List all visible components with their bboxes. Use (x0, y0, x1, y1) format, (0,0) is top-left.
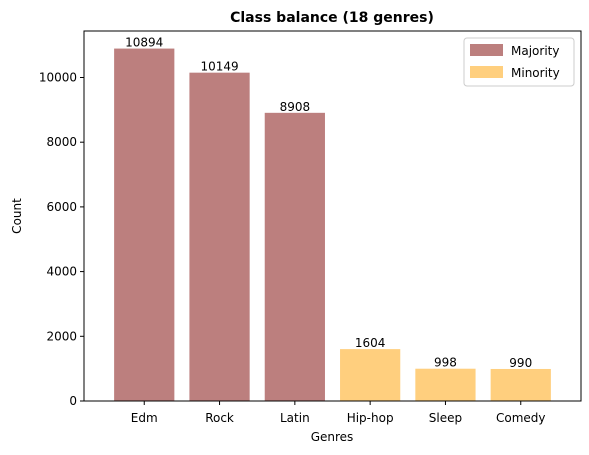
y-tick-label-10000: 10000 (39, 70, 77, 84)
x-axis-label: Genres (311, 430, 354, 444)
data-label-edm: 10894 (125, 36, 163, 50)
x-tick-label-hip-hop: Hip-hop (347, 411, 394, 425)
y-tick-label-4000: 4000 (46, 265, 77, 279)
data-label-latin: 8908 (280, 100, 311, 114)
data-label-rock: 10149 (200, 60, 238, 74)
legend: Majority Minority (463, 37, 575, 87)
axes-frame (83, 30, 582, 402)
y-tick-label-2000: 2000 (46, 329, 77, 343)
bar-edm (114, 48, 175, 401)
bar-hip-hop (340, 349, 401, 401)
chart-title: Class balance (18 genres) (230, 10, 434, 26)
bar-rock (189, 72, 250, 402)
x-tick-label-edm: Edm (131, 411, 158, 425)
data-label-hip-hop: 1604 (355, 336, 386, 350)
bar-sleep (415, 368, 476, 401)
legend-label-minority: Minority (511, 66, 560, 80)
y-tick-label-0: 0 (69, 394, 77, 408)
legend-label-majority: Majority (511, 44, 559, 58)
bar-latin (264, 112, 325, 401)
data-label-comedy: 990 (509, 356, 532, 370)
y-axis-label: Count (10, 198, 24, 234)
legend-swatch-majority (470, 44, 503, 56)
x-tick-label-comedy: Comedy (496, 411, 546, 425)
y-tick-label-6000: 6000 (46, 200, 77, 214)
y-tick-label-8000: 8000 (46, 135, 77, 149)
x-tick-label-rock: Rock (205, 411, 234, 425)
x-tick-label-sleep: Sleep (429, 411, 462, 425)
plot-area: 10894 Edm 10149 Rock 8908 Latin 1604 Hip-hop 998… (39, 36, 551, 425)
legend-swatch-minority (470, 66, 503, 78)
bar-comedy (490, 368, 551, 401)
data-label-sleep: 998 (434, 356, 457, 370)
x-tick-label-latin: Latin (280, 411, 310, 425)
